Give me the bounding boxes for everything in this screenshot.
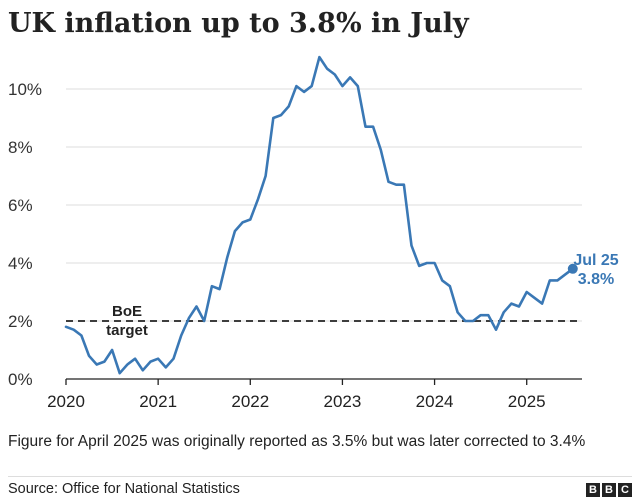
x-tick-label: 2021 xyxy=(139,392,177,411)
y-tick-label: 0% xyxy=(8,370,33,389)
y-tick-label: 6% xyxy=(8,196,33,215)
y-axis-ticks: 0% 2% 4% 6% 8% 10% xyxy=(8,80,42,389)
x-tick-label: 2025 xyxy=(508,392,546,411)
logo-block: B xyxy=(586,483,600,497)
series xyxy=(64,55,575,375)
footnote: Figure for April 2025 was originally rep… xyxy=(8,433,586,450)
last-point-value: 3.8% xyxy=(578,271,614,288)
gridlines xyxy=(66,88,582,322)
last-point-label: Jul 25 xyxy=(573,252,618,269)
reference-label: BoE xyxy=(112,303,142,320)
x-axis: 2020 2021 2022 2023 2024 2025 xyxy=(47,378,582,411)
logo-block: C xyxy=(618,483,632,497)
x-tick-label: 2022 xyxy=(231,392,269,411)
x-tick-label: 2024 xyxy=(416,392,454,411)
chart-title: UK inflation up to 3.8% in July xyxy=(8,8,469,39)
footer: Source: Office for National Statistics B… xyxy=(0,476,640,500)
logo-block: B xyxy=(602,483,616,497)
annotations: Jul 25 3.8% xyxy=(567,252,619,288)
line-chart: 0% 2% 4% 6% 8% 10% BoE target 2020 2021 2022 2023… xyxy=(8,55,619,411)
bbc-logo: B B C xyxy=(586,483,632,497)
y-tick-label: 4% xyxy=(8,254,33,273)
x-tick-label: 2023 xyxy=(324,392,362,411)
source-text: Source: Office for National Statistics xyxy=(8,481,240,497)
y-tick-label: 10% xyxy=(8,80,42,99)
y-tick-label: 2% xyxy=(8,312,33,331)
footer-divider xyxy=(8,476,632,477)
x-tick-label: 2020 xyxy=(47,392,85,411)
last-point-marker xyxy=(567,263,578,274)
reference-label: target xyxy=(106,322,148,339)
y-tick-label: 8% xyxy=(8,138,33,157)
series-line xyxy=(64,55,575,375)
boe-target-reference: BoE target xyxy=(66,301,582,341)
